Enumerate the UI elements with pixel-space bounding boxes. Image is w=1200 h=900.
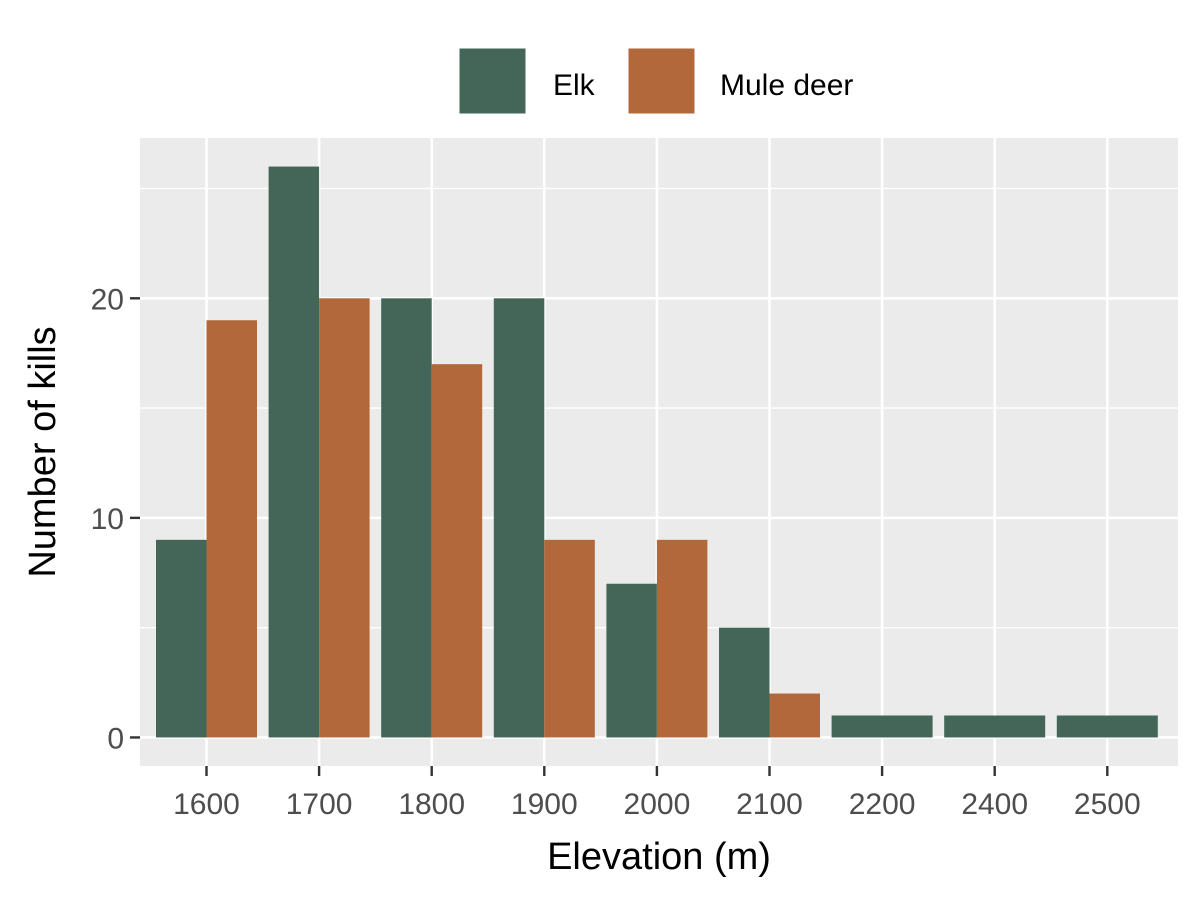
bar-elk-1900 bbox=[493, 298, 545, 738]
x-axis-title: Elevation (m) bbox=[547, 836, 771, 878]
y-axis-title: Number of kills bbox=[22, 326, 64, 577]
legend-key-mule-deer bbox=[627, 47, 696, 115]
bar-elk-2100 bbox=[719, 627, 770, 738]
x-tick-label: 1900 bbox=[511, 788, 578, 821]
bar-mule-deer-1900 bbox=[544, 539, 595, 738]
x-tick-label: 2400 bbox=[961, 788, 1028, 821]
bar-mule-deer-2100 bbox=[769, 693, 820, 738]
y-tick-label: 20 bbox=[91, 283, 124, 316]
bar-elk-2500 bbox=[1056, 715, 1158, 738]
legend-label-elk: Elk bbox=[553, 69, 596, 102]
bar-mule-deer-1800 bbox=[431, 364, 483, 738]
bar-mule-deer-1700 bbox=[319, 298, 370, 738]
bar-elk-2200 bbox=[831, 715, 933, 738]
x-tick-label: 2100 bbox=[736, 788, 803, 821]
bars bbox=[156, 166, 1158, 738]
legend: Elk Mule deer bbox=[458, 47, 853, 115]
legend-key-elk bbox=[458, 47, 527, 115]
x-tick-label: 2500 bbox=[1074, 788, 1141, 821]
bar-elk-1700 bbox=[268, 166, 320, 738]
x-tick-label: 2200 bbox=[849, 788, 916, 821]
bar-elk-2400 bbox=[944, 715, 1046, 738]
x-tick-label: 2000 bbox=[624, 788, 691, 821]
bar-elk-2000 bbox=[606, 583, 657, 738]
y-tick-label: 10 bbox=[91, 503, 124, 536]
bar-mule-deer-2000 bbox=[656, 539, 708, 738]
y-tick-label: 0 bbox=[107, 722, 124, 755]
bar-mule-deer-1600 bbox=[206, 320, 257, 738]
bar-elk-1800 bbox=[381, 298, 432, 738]
legend-label-mule-deer: Mule deer bbox=[720, 69, 853, 102]
axes: 0 10 20 1600 1700 1800 1900 2000 2100 2200 2400 250… bbox=[91, 283, 1141, 821]
x-tick-label: 1600 bbox=[173, 788, 240, 821]
x-tick-label: 1800 bbox=[398, 788, 465, 821]
bar-elk-1600 bbox=[156, 539, 207, 738]
x-tick-label: 1700 bbox=[286, 788, 353, 821]
